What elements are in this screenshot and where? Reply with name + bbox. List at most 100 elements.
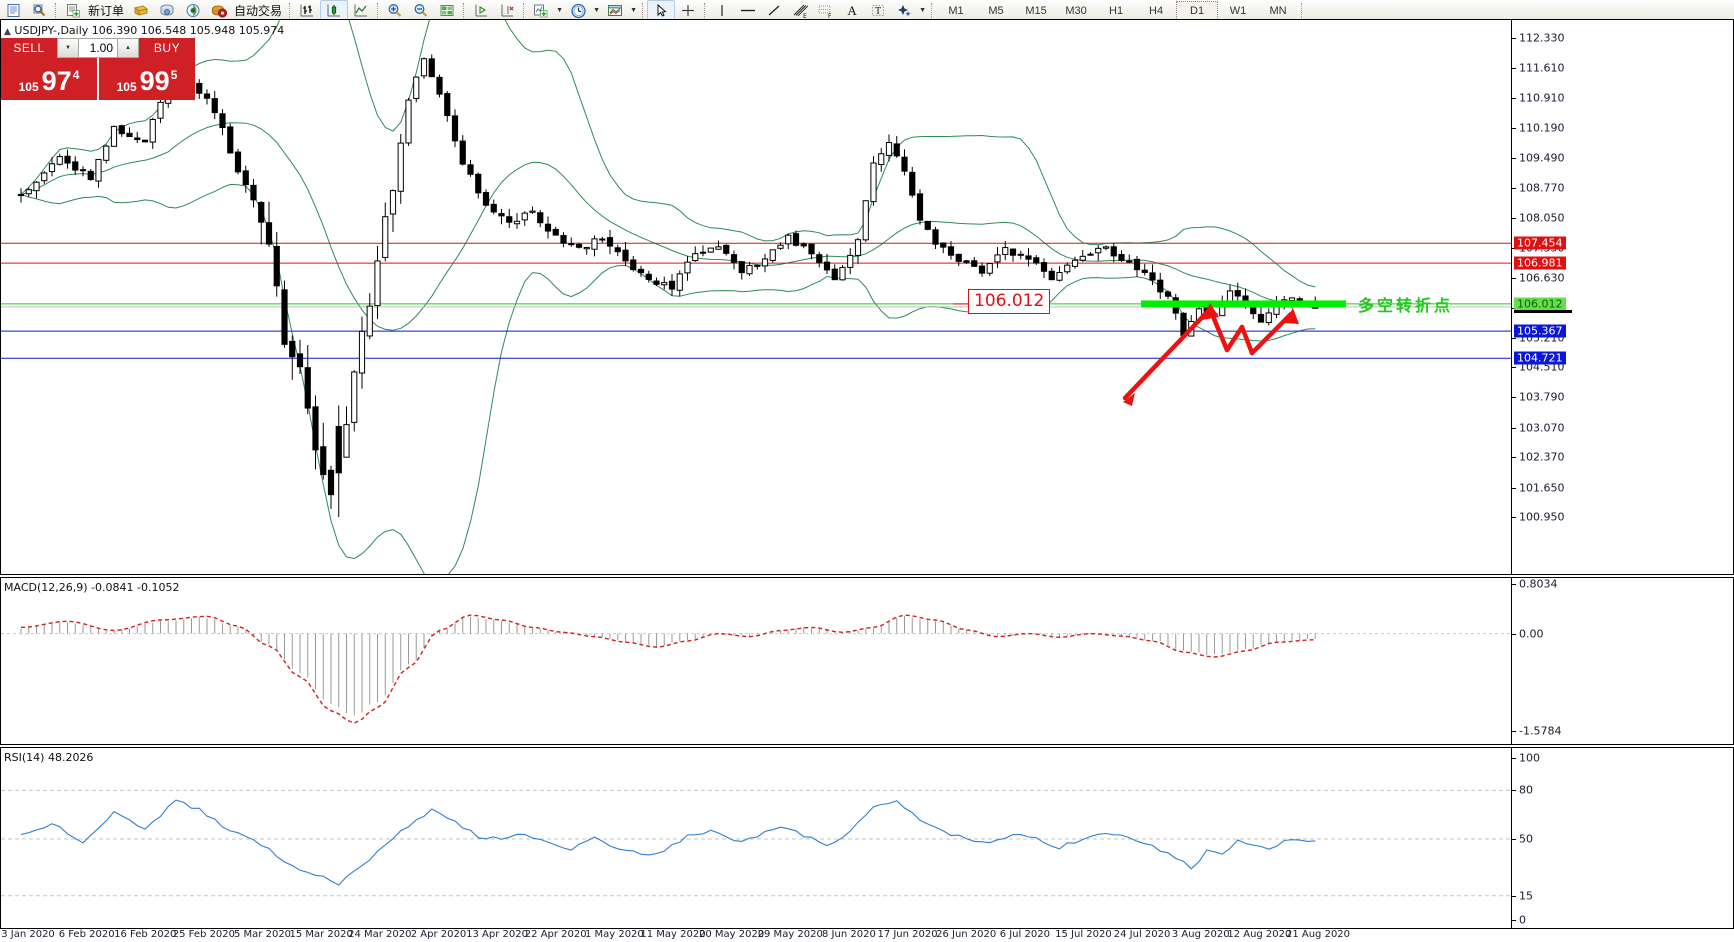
label-icon[interactable]: T xyxy=(865,1,891,21)
trendline-icon[interactable] xyxy=(761,1,787,21)
date-axis-label: 20 May 2020 xyxy=(699,929,765,940)
templates-icon[interactable] xyxy=(602,1,628,21)
price-annotation-label[interactable]: 106.012 xyxy=(968,288,1051,314)
price-chart-pane[interactable]: 112.330 111.610 110.910 110.190 109.490 108.7… xyxy=(0,19,1734,575)
timeframe-h4[interactable]: H4 xyxy=(1149,4,1164,17)
grid-icon[interactable] xyxy=(434,1,460,21)
history-center-icon[interactable] xyxy=(154,1,180,21)
indicators-dropdown-caret-icon[interactable]: ▼ xyxy=(556,7,563,14)
price-tick-mark xyxy=(1512,487,1516,489)
zoom-in-icon[interactable] xyxy=(382,1,408,21)
rsi-tick-mark xyxy=(1512,790,1516,792)
rsi-tick-label: 80 xyxy=(1519,783,1533,797)
objects-dropdown-caret-icon[interactable]: ▼ xyxy=(919,7,926,14)
current-price-marker xyxy=(1514,309,1572,313)
price-axis[interactable]: 112.330 111.610 110.910 110.190 109.490 108.7… xyxy=(1511,20,1733,574)
timeframe-mn[interactable]: MN xyxy=(1269,4,1287,17)
one-click-trading-panel[interactable]: SELL ▼ 1.00 ▲ BUY 105 97 4 105 99 5 xyxy=(1,38,195,100)
date-axis-label: 29 May 2020 xyxy=(757,929,823,940)
price-tick-mark xyxy=(1512,457,1516,459)
objects-icon[interactable] xyxy=(891,1,917,21)
period-dropdown-caret-icon[interactable]: ▼ xyxy=(593,7,600,14)
date-axis-label: 15 Jul 2020 xyxy=(1055,929,1112,940)
price-level-chip[interactable]: 105.367 xyxy=(1514,324,1566,338)
sell-button[interactable]: SELL xyxy=(1,38,57,58)
cursor-icon[interactable] xyxy=(647,0,676,22)
period-clock-icon[interactable] xyxy=(565,1,591,21)
timeframe-h1[interactable]: H1 xyxy=(1109,4,1124,17)
macd-tick-label: -1.5784 xyxy=(1519,724,1562,738)
macd-plot-area[interactable] xyxy=(1,578,1511,744)
text-icon[interactable]: A xyxy=(847,2,857,18)
timeframe-m30[interactable]: M30 xyxy=(1065,4,1087,17)
data-window-icon[interactable] xyxy=(26,1,52,21)
timeframe-m1[interactable]: M1 xyxy=(948,4,964,17)
timeframe-w1[interactable]: W1 xyxy=(1229,4,1247,17)
toolbar-separator xyxy=(523,2,525,19)
toolbar-separator xyxy=(642,2,644,19)
timeframe-m5[interactable]: M5 xyxy=(988,4,1004,17)
sell-price-display[interactable]: 105 97 4 xyxy=(1,58,97,100)
timeframe-d1[interactable]: D1 xyxy=(1176,0,1219,21)
rsi-plot-area[interactable] xyxy=(1,748,1511,928)
price-level-chip[interactable]: 106.981 xyxy=(1514,256,1566,270)
indicators-icon[interactable] xyxy=(528,1,554,21)
buy-price-display[interactable]: 105 99 5 xyxy=(99,58,195,100)
rsi-tick-label: 100 xyxy=(1519,751,1540,765)
price-tick-label: 102.370 xyxy=(1519,450,1565,464)
date-axis[interactable]: 3 Jan 2020 6 Feb 2020 16 Feb 2020 25 Feb 20… xyxy=(0,929,1734,942)
rsi-axis[interactable]: 100 80 50 15 0 xyxy=(1511,748,1733,928)
date-axis-label: 3 Jan 2020 xyxy=(1,929,55,940)
channel-icon[interactable]: F xyxy=(813,1,839,21)
date-axis-label: 16 Feb 2020 xyxy=(114,929,177,940)
price-level-chip[interactable]: 107.454 xyxy=(1514,236,1566,250)
new-order-label[interactable]: 新订单 xyxy=(88,4,125,18)
buy-button[interactable]: BUY xyxy=(139,38,195,58)
price-tick-mark xyxy=(1512,187,1516,189)
timeframe-m15[interactable]: M15 xyxy=(1025,4,1047,17)
price-tick-mark xyxy=(1512,128,1516,130)
rsi-pane[interactable]: RSI(14) 48.2026 100 80 50 15 0 xyxy=(0,747,1734,929)
macd-axis[interactable]: 0.8034 0.00 -1.5784 xyxy=(1511,578,1733,744)
symbol-header-text: USDJPY-,Daily 106.390 106.548 105.948 10… xyxy=(14,24,285,37)
price-tick-label: 108.770 xyxy=(1519,181,1565,195)
auto-scroll-icon[interactable] xyxy=(494,1,520,21)
date-axis-label: 8 Jun 2020 xyxy=(822,929,876,940)
crosshair-icon[interactable] xyxy=(675,1,701,21)
toolbar-separator xyxy=(55,2,57,19)
volume-input[interactable]: 1.00 xyxy=(79,38,117,58)
zoom-out-icon[interactable] xyxy=(408,1,434,21)
price-tick-mark xyxy=(1512,427,1516,429)
price-tick-label: 112.330 xyxy=(1519,31,1565,45)
toolbar-separator xyxy=(377,2,379,19)
macd-pane[interactable]: MACD(12,26,9) -0.0841 -0.1052 0.8034 0.00… xyxy=(0,577,1734,745)
rsi-tick-mark xyxy=(1512,920,1516,921)
volume-decrement-button[interactable]: ▼ xyxy=(57,38,79,58)
open-account-icon[interactable] xyxy=(128,1,154,21)
date-axis-label: 15 Mar 2020 xyxy=(289,929,353,940)
expert-advisors-icon[interactable] xyxy=(206,1,232,21)
vline-icon[interactable] xyxy=(709,1,735,21)
pivot-annotation-text[interactable]: 多空转折点 xyxy=(1358,295,1454,315)
price-tick-mark xyxy=(1512,277,1516,279)
templates-dropdown-caret-icon[interactable]: ▼ xyxy=(630,7,637,14)
chart-collapse-icon[interactable]: ▲ xyxy=(4,27,11,37)
market-watch-icon[interactable] xyxy=(0,1,26,21)
autotrading-label[interactable]: 自动交易 xyxy=(234,4,283,18)
price-plot-area[interactable] xyxy=(1,20,1511,574)
bar-chart-icon[interactable] xyxy=(294,1,320,21)
line-chart-icon[interactable] xyxy=(348,1,374,21)
volume-increment-button[interactable]: ▲ xyxy=(117,38,139,58)
shift-end-icon[interactable] xyxy=(468,1,494,21)
fibo-icon[interactable]: E xyxy=(787,1,813,21)
price-tick-label: 111.610 xyxy=(1519,61,1565,75)
price-level-chip[interactable]: 106.012 xyxy=(1514,297,1566,311)
price-level-chip[interactable]: 104.721 xyxy=(1514,351,1566,365)
price-tick-label: 103.790 xyxy=(1519,390,1565,404)
date-axis-label: 5 Mar 2020 xyxy=(234,929,292,940)
hline-icon[interactable] xyxy=(735,1,761,21)
new-order-icon[interactable] xyxy=(60,1,86,21)
price-chart-svg xyxy=(1,20,1511,574)
toolbar-separator xyxy=(704,2,706,19)
global-variables-icon[interactable] xyxy=(180,1,206,21)
